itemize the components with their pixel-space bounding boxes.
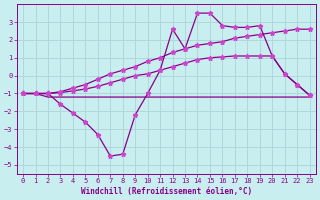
X-axis label: Windchill (Refroidissement éolien,°C): Windchill (Refroidissement éolien,°C) bbox=[81, 187, 252, 196]
